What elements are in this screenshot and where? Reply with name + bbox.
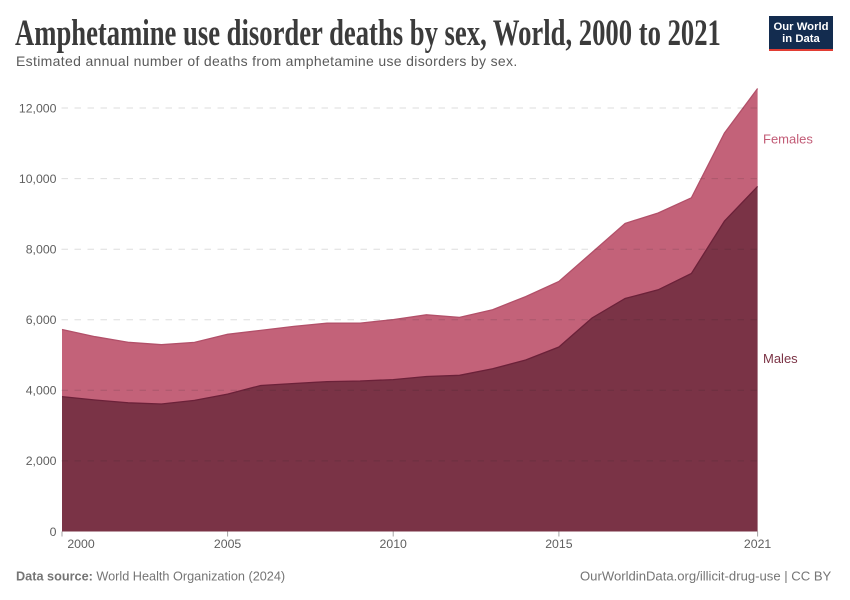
svg-text:Females: Females [763,131,813,146]
svg-text:10,000: 10,000 [19,172,57,186]
svg-text:2000: 2000 [67,537,95,551]
svg-text:6,000: 6,000 [26,313,57,327]
svg-text:2005: 2005 [214,537,242,551]
svg-text:OurWorldinData.org/illicit-dru: OurWorldinData.org/illicit-drug-use | CC… [580,569,832,584]
svg-text:8,000: 8,000 [26,243,57,257]
svg-text:Males: Males [763,351,798,366]
svg-text:2015: 2015 [545,537,573,551]
svg-text:4,000: 4,000 [26,384,57,398]
svg-text:Data source: World Health Orga: Data source: World Health Organization (… [16,570,285,584]
svg-text:0: 0 [50,525,57,539]
svg-text:2,000: 2,000 [26,454,57,468]
svg-text:12,000: 12,000 [19,101,57,115]
svg-text:2021: 2021 [744,537,772,551]
svg-text:2010: 2010 [380,537,408,551]
